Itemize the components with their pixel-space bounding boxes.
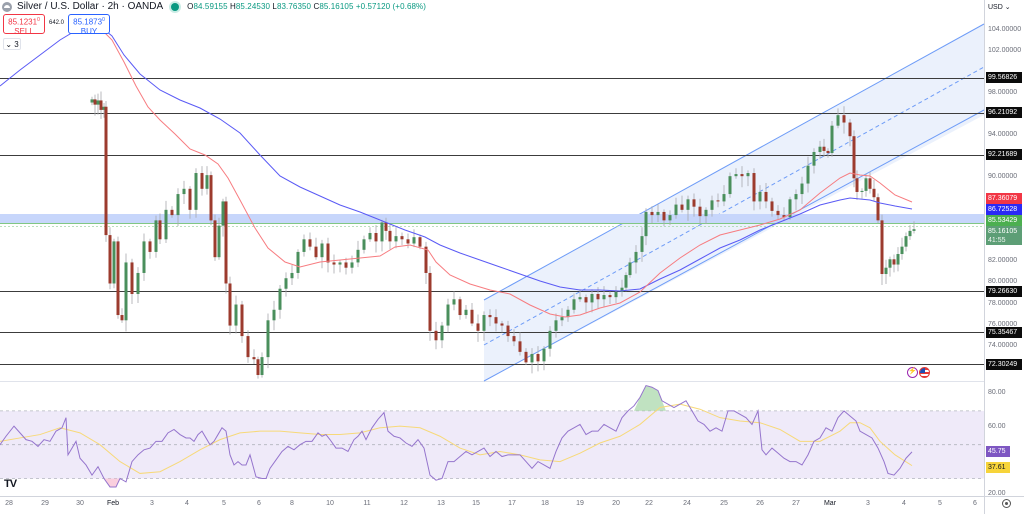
level-price-label: 75.35467: [986, 326, 1022, 338]
time-tick-label: 6: [257, 500, 261, 507]
rsi-oversold-fill: [104, 478, 120, 487]
time-tick-label: 4: [185, 500, 189, 507]
level-price-label: 79.26630: [986, 285, 1022, 297]
time-tick-label: 29: [41, 500, 49, 507]
settings-gear-icon[interactable]: [1002, 499, 1011, 508]
price-tick-label: 104.00000: [988, 26, 1022, 33]
zone-price-tag: 85.53429: [986, 215, 1022, 226]
time-tick-label: 17: [508, 500, 516, 507]
symbol-title[interactable]: Silver / U.S. Dollar · 2h · OANDA: [17, 1, 164, 12]
time-tick-label: 10: [326, 500, 334, 507]
rsi-tick-label: 60.00: [988, 422, 1006, 430]
time-tick-label: 30: [76, 500, 84, 507]
us-flag-event-icon[interactable]: [919, 367, 930, 378]
spread-value: 642.0: [49, 20, 65, 26]
ema-slow-line[interactable]: [0, 25, 913, 292]
ema-fast-price-tag: 87.36079: [986, 193, 1022, 204]
rsi-tick-label: 20.00: [988, 490, 1006, 498]
price-tick-label: 76.00000: [988, 320, 1018, 328]
currency-selector[interactable]: USD ⌄: [988, 4, 1011, 11]
time-tick-label: 18: [541, 500, 549, 507]
level-price-label: 96.21092: [986, 107, 1022, 119]
time-tick-label: 11: [363, 500, 371, 507]
level-price-label: 92.21689: [986, 149, 1022, 161]
last-price-tag: 85.16105 41:55: [986, 226, 1022, 245]
time-tick-label: 27: [792, 500, 800, 507]
tradingview-logo[interactable]: TV: [4, 478, 17, 490]
time-tick-label: Mar: [823, 500, 837, 507]
indicators-toggle-button[interactable]: ⌄ 3: [3, 38, 21, 50]
candlestick-series[interactable]: [90, 91, 916, 379]
price-tick-label: 80.00000: [988, 278, 1018, 286]
time-tick-label: 8: [290, 500, 294, 507]
time-tick-label: 6: [973, 500, 977, 507]
level-price-label: 99.56826: [986, 72, 1022, 84]
buy-button[interactable]: 85.18730 BUY: [68, 14, 110, 36]
price-tick-label: 98.00000: [988, 89, 1018, 97]
price-tick-label: 94.00000: [988, 131, 1018, 139]
rsi-ma-value-tag: 37.61: [986, 461, 1010, 473]
sell-button[interactable]: 85.12310 SELL: [3, 14, 45, 36]
flash-event-icon[interactable]: ⚡: [907, 367, 918, 378]
time-tick-label: 5: [222, 500, 226, 507]
ema-slow-price-tag: 86.72528: [986, 204, 1022, 215]
rsi-pane[interactable]: [0, 384, 984, 488]
price-tick-label: 82.00000: [988, 257, 1018, 265]
chart-legend: Silver / U.S. Dollar · 2h · OANDA O84.59…: [2, 1, 426, 12]
time-tick-label: 19: [576, 500, 584, 507]
time-tick-label: 12: [400, 500, 408, 507]
market-status-icon: [171, 2, 180, 11]
symbol-logo-icon: [2, 1, 12, 12]
time-tick-label: 20: [612, 500, 620, 507]
time-tick-label: Feb: [106, 500, 120, 507]
time-tick-label: 28: [5, 500, 13, 507]
price-tick-label: 90.00000: [988, 173, 1018, 181]
ohlc-values: O84.59155 H85.24530 L83.76350 C85.16105 …: [187, 2, 427, 11]
rsi-tick-label: 80.00: [988, 389, 1006, 396]
parallel-channel[interactable]: [483, 23, 985, 382]
price-tick-label: 74.00000: [988, 341, 1018, 349]
price-tick-label: 78.00000: [988, 299, 1018, 307]
rsi-ma-line[interactable]: [0, 403, 913, 474]
time-tick-label: 24: [683, 500, 691, 507]
ema-fast-line[interactable]: [99, 27, 913, 318]
resistance-zone[interactable]: [0, 214, 984, 223]
time-tick-label: 15: [472, 500, 480, 507]
time-tick-label: 25: [720, 500, 728, 507]
time-tick-label: 3: [150, 500, 154, 507]
time-tick-label: 22: [645, 500, 653, 507]
level-price-label: 72.30249: [986, 358, 1022, 370]
rsi-line[interactable]: [0, 384, 913, 488]
time-tick-label: 13: [437, 500, 445, 507]
rsi-value-tag: 45.75: [986, 446, 1010, 458]
price-tick-label: 102.00000: [988, 47, 1022, 55]
time-tick-label: 26: [756, 500, 764, 507]
event-icons: ⚡: [907, 367, 930, 378]
time-tick-label: 4: [902, 500, 906, 507]
time-tick-label: 3: [866, 500, 870, 507]
time-tick-label: 5: [938, 500, 942, 507]
